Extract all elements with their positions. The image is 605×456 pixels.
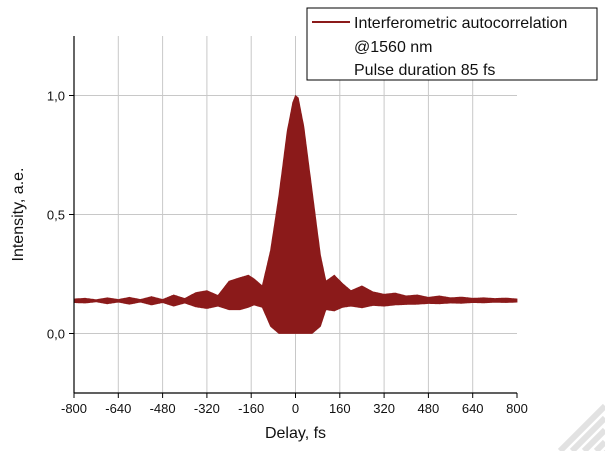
legend-entry-wavelength: @1560 nm: [354, 39, 433, 56]
x-tick-label: 480: [418, 401, 440, 416]
x-axis-label: Delay, fs: [265, 425, 326, 442]
y-tick-label: 0,5: [47, 208, 65, 223]
y-axis-label: Intensity, a.e.: [10, 168, 27, 262]
x-tick-label: 160: [329, 401, 351, 416]
x-tick-label: 640: [462, 401, 484, 416]
legend-box: [306, 7, 598, 81]
series-autocorrelation-trace: [73, 94, 518, 334]
x-tick-label: 800: [506, 401, 528, 416]
y-tick-label: 1,0: [47, 89, 65, 104]
x-tick-label: 0: [292, 401, 299, 416]
x-tick-label: -640: [105, 401, 131, 416]
legend: Interferometric autocorrelation @1560 nm…: [306, 7, 598, 81]
legend-entry-pulse-duration: Pulse duration 85 fs: [354, 62, 495, 79]
x-tick-label: -800: [61, 401, 87, 416]
corner-stripe: [581, 427, 605, 454]
series-layer: [73, 94, 518, 334]
corner-watermark-stripes: [557, 403, 605, 454]
x-tick-label: 320: [373, 401, 395, 416]
x-tick-label: -480: [150, 401, 176, 416]
legend-entry-series-name: Interferometric autocorrelation: [354, 15, 567, 32]
x-tick-label: -320: [194, 401, 220, 416]
corner-stripe: [557, 403, 605, 454]
x-tick-label: -160: [238, 401, 264, 416]
y-tick-label: 0,0: [47, 327, 65, 342]
corner-stripe: [569, 415, 605, 454]
corner-stripe: [593, 439, 605, 454]
tick-layer: -800 -640 -480 -320 -160 0 160 320 480 640 800 0,0 0…: [47, 89, 528, 417]
